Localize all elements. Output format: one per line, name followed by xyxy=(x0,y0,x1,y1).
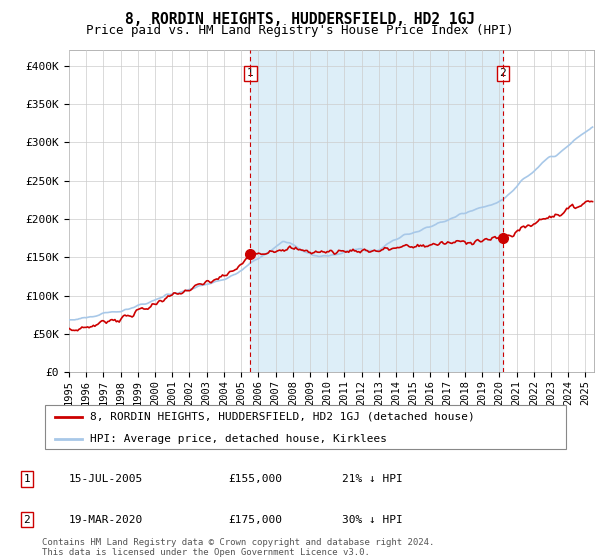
Text: £155,000: £155,000 xyxy=(228,474,282,484)
Text: 19-MAR-2020: 19-MAR-2020 xyxy=(69,515,143,525)
Text: 2: 2 xyxy=(23,515,31,525)
Text: Contains HM Land Registry data © Crown copyright and database right 2024.
This d: Contains HM Land Registry data © Crown c… xyxy=(42,538,434,557)
Text: 2: 2 xyxy=(500,68,506,78)
Bar xyxy=(250,50,503,372)
Text: £175,000: £175,000 xyxy=(228,515,282,525)
Text: 1: 1 xyxy=(23,474,31,484)
Text: Price paid vs. HM Land Registry's House Price Index (HPI): Price paid vs. HM Land Registry's House … xyxy=(86,24,514,36)
Text: HPI: Average price, detached house, Kirklees: HPI: Average price, detached house, Kirk… xyxy=(89,434,386,444)
Text: 21% ↓ HPI: 21% ↓ HPI xyxy=(342,474,403,484)
Text: 15-JUL-2005: 15-JUL-2005 xyxy=(69,474,143,484)
FancyBboxPatch shape xyxy=(44,405,566,449)
Text: 1: 1 xyxy=(247,68,254,78)
Text: 8, RORDIN HEIGHTS, HUDDERSFIELD, HD2 1GJ (detached house): 8, RORDIN HEIGHTS, HUDDERSFIELD, HD2 1GJ… xyxy=(89,412,474,422)
Text: 8, RORDIN HEIGHTS, HUDDERSFIELD, HD2 1GJ: 8, RORDIN HEIGHTS, HUDDERSFIELD, HD2 1GJ xyxy=(125,12,475,27)
Text: 30% ↓ HPI: 30% ↓ HPI xyxy=(342,515,403,525)
